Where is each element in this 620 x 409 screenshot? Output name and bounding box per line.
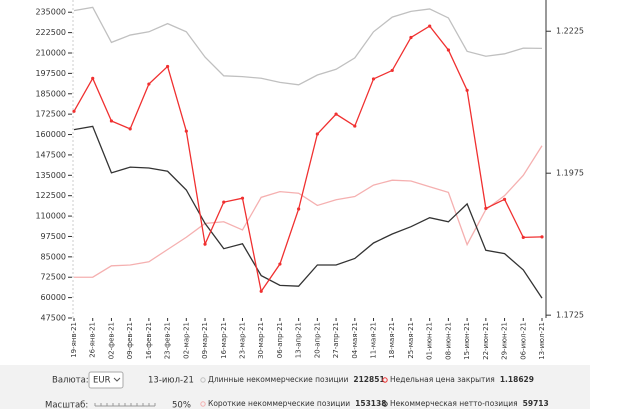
x-tick-label: 30-мар-21 bbox=[257, 322, 265, 359]
price-point bbox=[203, 242, 207, 246]
y-tick-label: 172500 bbox=[35, 110, 66, 119]
price-point bbox=[353, 124, 357, 128]
x-tick-label: 26-янв-21 bbox=[89, 322, 97, 358]
price-point bbox=[128, 127, 132, 131]
price-point bbox=[428, 24, 432, 28]
y-tick-label: 147500 bbox=[35, 150, 66, 159]
y-tick-label: 122500 bbox=[35, 191, 66, 200]
date: 13-июл-21 bbox=[148, 376, 194, 386]
scale-value: 50% bbox=[172, 401, 191, 409]
y-tick-label: 197500 bbox=[35, 69, 66, 78]
price-point bbox=[240, 196, 245, 200]
y-tick-label: 47500 bbox=[41, 314, 66, 323]
legend-marker bbox=[200, 377, 206, 383]
x-tick-label: 16-мар-21 bbox=[220, 322, 228, 359]
x-tick-label: 20-апр-21 bbox=[313, 322, 321, 358]
series-line bbox=[73, 125, 543, 299]
x-tick-label: 22-июн-21 bbox=[482, 322, 490, 360]
y-tick-label: 160000 bbox=[35, 130, 66, 139]
y-tick-label: 222500 bbox=[35, 28, 66, 37]
legend-label: Недельная цена закрытия bbox=[390, 375, 495, 384]
y-tick-label: 135000 bbox=[35, 171, 66, 180]
y-tick-label: 72500 bbox=[41, 273, 66, 282]
x-tick-label: 13-апр-21 bbox=[295, 322, 303, 358]
series-line bbox=[73, 25, 543, 293]
price-point bbox=[222, 200, 226, 204]
x-tick-label: 15-июн-21 bbox=[463, 322, 471, 360]
price-point bbox=[465, 88, 469, 92]
x-tick-label: 23-мар-21 bbox=[238, 322, 246, 359]
price-point bbox=[315, 132, 319, 136]
currency-label: Валюта: bbox=[52, 376, 89, 386]
price-point bbox=[278, 262, 282, 266]
price-point bbox=[390, 68, 394, 73]
currency-select[interactable] bbox=[88, 371, 124, 389]
price-point bbox=[484, 206, 488, 211]
legend-value: 1.18629 bbox=[500, 375, 534, 384]
price-point bbox=[334, 112, 338, 116]
price-point bbox=[502, 197, 507, 201]
legend-label: Некоммерческая нетто-позиция bbox=[390, 399, 518, 408]
x-tick-label: 29-июн-21 bbox=[501, 322, 509, 360]
x-tick-label: 04-мая-21 bbox=[351, 322, 359, 359]
x-tick-label: 25-мая-21 bbox=[407, 322, 415, 359]
x-tick-label: 16-фев-21 bbox=[145, 322, 153, 359]
x-tick-label: 23-фев-21 bbox=[164, 322, 172, 359]
y-tick-label: 97500 bbox=[41, 232, 66, 241]
legend-marker bbox=[382, 377, 388, 383]
x-tick-label: 08-июн-21 bbox=[444, 322, 452, 360]
legend-label: Короткие некоммерческие позиции bbox=[208, 399, 350, 408]
y-tick-label: 85000 bbox=[41, 252, 66, 261]
legend-marker bbox=[200, 401, 206, 407]
x-tick-label: 01-июн-21 bbox=[426, 322, 434, 360]
legend-value: 212851 bbox=[353, 375, 384, 384]
price-point bbox=[409, 35, 413, 40]
legend-value: 153138 bbox=[355, 399, 386, 408]
x-tick-label: 27-апр-21 bbox=[332, 322, 340, 358]
price-point bbox=[72, 109, 76, 113]
y2-tick-label: 1.1975 bbox=[556, 169, 584, 178]
scale-slider[interactable] bbox=[94, 403, 156, 407]
x-tick-label: 11-мая-21 bbox=[370, 322, 378, 359]
legend-marker bbox=[382, 401, 388, 407]
legend-label: Длинные некоммерческие позиции bbox=[208, 375, 348, 384]
price-point bbox=[91, 76, 95, 80]
price-point bbox=[147, 82, 151, 86]
y-tick-label: 110000 bbox=[35, 212, 66, 221]
y-tick-label: 60000 bbox=[41, 293, 66, 302]
price-point bbox=[166, 64, 170, 69]
y2-tick-label: 1.2225 bbox=[556, 27, 584, 36]
x-tick-label: 06-июл-21 bbox=[519, 322, 527, 360]
price-point bbox=[521, 235, 525, 239]
legend-value: 59713 bbox=[523, 399, 549, 408]
x-tick-label: 02-мар-21 bbox=[182, 322, 190, 359]
y2-tick-label: 1.1725 bbox=[556, 311, 584, 320]
series-line bbox=[74, 145, 543, 278]
x-tick-label: 13-июл-21 bbox=[538, 322, 546, 360]
series-line bbox=[73, 6, 543, 86]
price-point bbox=[184, 129, 188, 133]
x-tick-label: 06-апр-21 bbox=[276, 322, 284, 358]
currency-value: EUR bbox=[93, 376, 111, 386]
scale-label: Масштаб: bbox=[45, 401, 88, 409]
y-tick-label: 235000 bbox=[35, 8, 66, 17]
price-point bbox=[540, 235, 544, 239]
x-tick-label: 18-мая-21 bbox=[388, 322, 396, 359]
y-tick-label: 210000 bbox=[35, 49, 66, 58]
price-point bbox=[446, 48, 450, 52]
price-point bbox=[109, 119, 114, 123]
x-tick-label: 09-мар-21 bbox=[201, 322, 209, 359]
x-tick-label: 02-фев-21 bbox=[107, 322, 115, 359]
price-point bbox=[259, 289, 263, 293]
select-caret bbox=[113, 377, 121, 382]
price-point bbox=[371, 77, 376, 81]
y-tick-label: 185000 bbox=[35, 89, 66, 98]
x-tick-label: 09-фев-21 bbox=[126, 322, 134, 359]
x-tick-label: 19-янв-21 bbox=[70, 322, 78, 358]
price-point bbox=[297, 207, 301, 211]
